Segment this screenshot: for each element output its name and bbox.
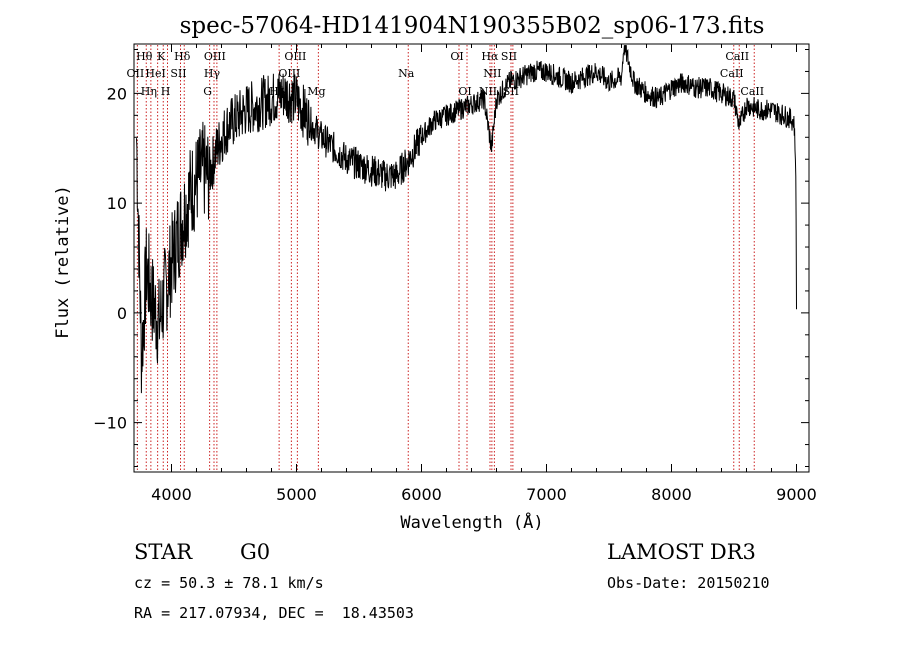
x-tick-label: 5000 xyxy=(276,485,317,504)
line-label-23: CaII xyxy=(720,67,744,80)
line-label-13: OIII xyxy=(284,50,306,63)
x-tick-label: 4000 xyxy=(151,485,192,504)
line-label-1: OII xyxy=(127,67,145,80)
x-axis-ticks: 4000 5000 6000 7000 8000 9000 xyxy=(151,44,817,504)
object-subclass: G0 xyxy=(240,540,271,564)
line-label-24: CaII xyxy=(725,50,749,63)
survey-name: LAMOST DR3 xyxy=(607,540,756,564)
y-tick-label: 0 xyxy=(117,304,127,323)
line-label-9: OIII xyxy=(204,50,226,63)
redshift-velocity: cz = 50.3 ± 78.1 km/s xyxy=(134,574,324,592)
x-tick-label: 7000 xyxy=(526,485,567,504)
line-label-7: Hδ xyxy=(174,50,191,63)
line-label-8: Hγ xyxy=(204,67,221,80)
line-label-5: H xyxy=(161,85,171,98)
line-label-19: Hα xyxy=(481,50,499,63)
chart-title: spec-57064-HD141904N190355B02_sp06-173.f… xyxy=(180,13,765,39)
object-class: STAR xyxy=(134,540,193,564)
observation-date: Obs-Date: 20150210 xyxy=(607,574,770,592)
line-label-25: CaII xyxy=(740,85,764,98)
line-label-21: SII xyxy=(501,50,517,63)
spectrum-series-line xyxy=(136,44,797,394)
line-label-15: Na xyxy=(398,67,415,80)
line-label-16: OI xyxy=(450,50,463,63)
y-tick-label: 20 xyxy=(107,84,127,103)
x-tick-label: 6000 xyxy=(401,485,442,504)
y-tick-label: −10 xyxy=(93,414,127,433)
y-axis-label: Flux (relative) xyxy=(53,185,73,339)
y-tick-label: 10 xyxy=(107,194,127,213)
line-label-14: Mg xyxy=(307,85,325,98)
line-label-17: OI xyxy=(458,85,471,98)
line-label-10: G xyxy=(203,85,212,98)
line-label-4: K xyxy=(157,50,166,63)
x-tick-label: 8000 xyxy=(651,485,692,504)
x-axis-label: Wavelength (Å) xyxy=(400,511,543,533)
line-label-0: Hθ xyxy=(136,50,153,63)
y-axis-ticks: −10 0 10 20 xyxy=(93,48,809,468)
line-label-6: SII xyxy=(170,67,186,80)
line-label-2: Hη xyxy=(141,85,157,98)
line-label-12: OIII xyxy=(278,67,300,80)
ra-dec-coordinates: RA = 217.07934, DEC = 18.43503 xyxy=(134,604,414,622)
line-label-20: NII xyxy=(483,67,501,80)
x-tick-label: 9000 xyxy=(776,485,817,504)
line-label-3: HeI xyxy=(145,67,165,80)
